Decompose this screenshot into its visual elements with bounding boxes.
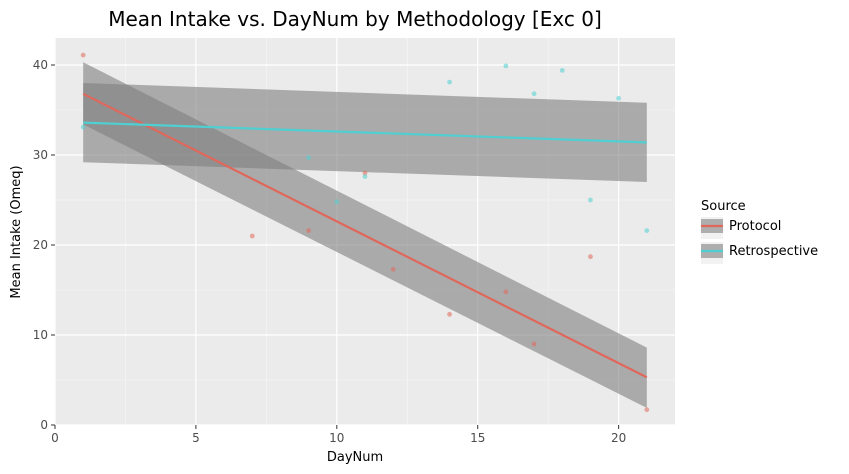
legend-title: Source [701,199,746,214]
x-tick-label: 10 [329,431,344,445]
data-point [531,91,537,97]
data-point [616,95,622,101]
y-axis-title: Mean Intake (Omeq) [9,165,24,298]
data-point [362,170,368,176]
data-point [531,341,537,347]
x-tick-label: 15 [470,431,485,445]
data-point [334,199,340,205]
data-point [447,79,452,85]
data-points [80,52,650,413]
data-point [644,407,650,413]
x-axis-title: DayNum [327,450,383,465]
axis-ticks [51,64,620,429]
data-point [503,289,509,295]
fit-lines [82,92,648,379]
data-point [80,52,86,58]
x-tick-label: 5 [192,431,200,445]
x-tick-label: 20 [611,431,626,445]
data-point [588,254,593,260]
fit-line [82,92,648,379]
data-point [503,63,509,69]
tick-labels: 0 5 10 15 20 0 10 20 30 40 [33,58,627,445]
data-point [80,124,86,130]
data-point [447,311,452,317]
chart-title: Mean Intake vs. DayNum by Methodology [E… [108,7,602,31]
x-tick-label: 0 [51,431,59,445]
data-point [559,68,565,73]
y-tick-label: 40 [33,58,48,72]
y-tick-label: 30 [33,148,48,162]
y-tick-label: 20 [33,238,48,252]
data-point [588,197,593,203]
legend: Source Protocol Retrospective [701,199,818,264]
data-point [306,155,312,161]
y-tick-label: 0 [40,418,48,432]
y-tick-label: 10 [33,328,48,342]
fit-line [83,121,647,144]
data-point [644,228,650,234]
legend-label: Protocol [729,219,781,234]
data-point [362,174,368,180]
data-point [306,228,312,234]
data-point [249,233,255,239]
data-point [390,266,396,272]
legend-label: Retrospective [729,244,818,259]
